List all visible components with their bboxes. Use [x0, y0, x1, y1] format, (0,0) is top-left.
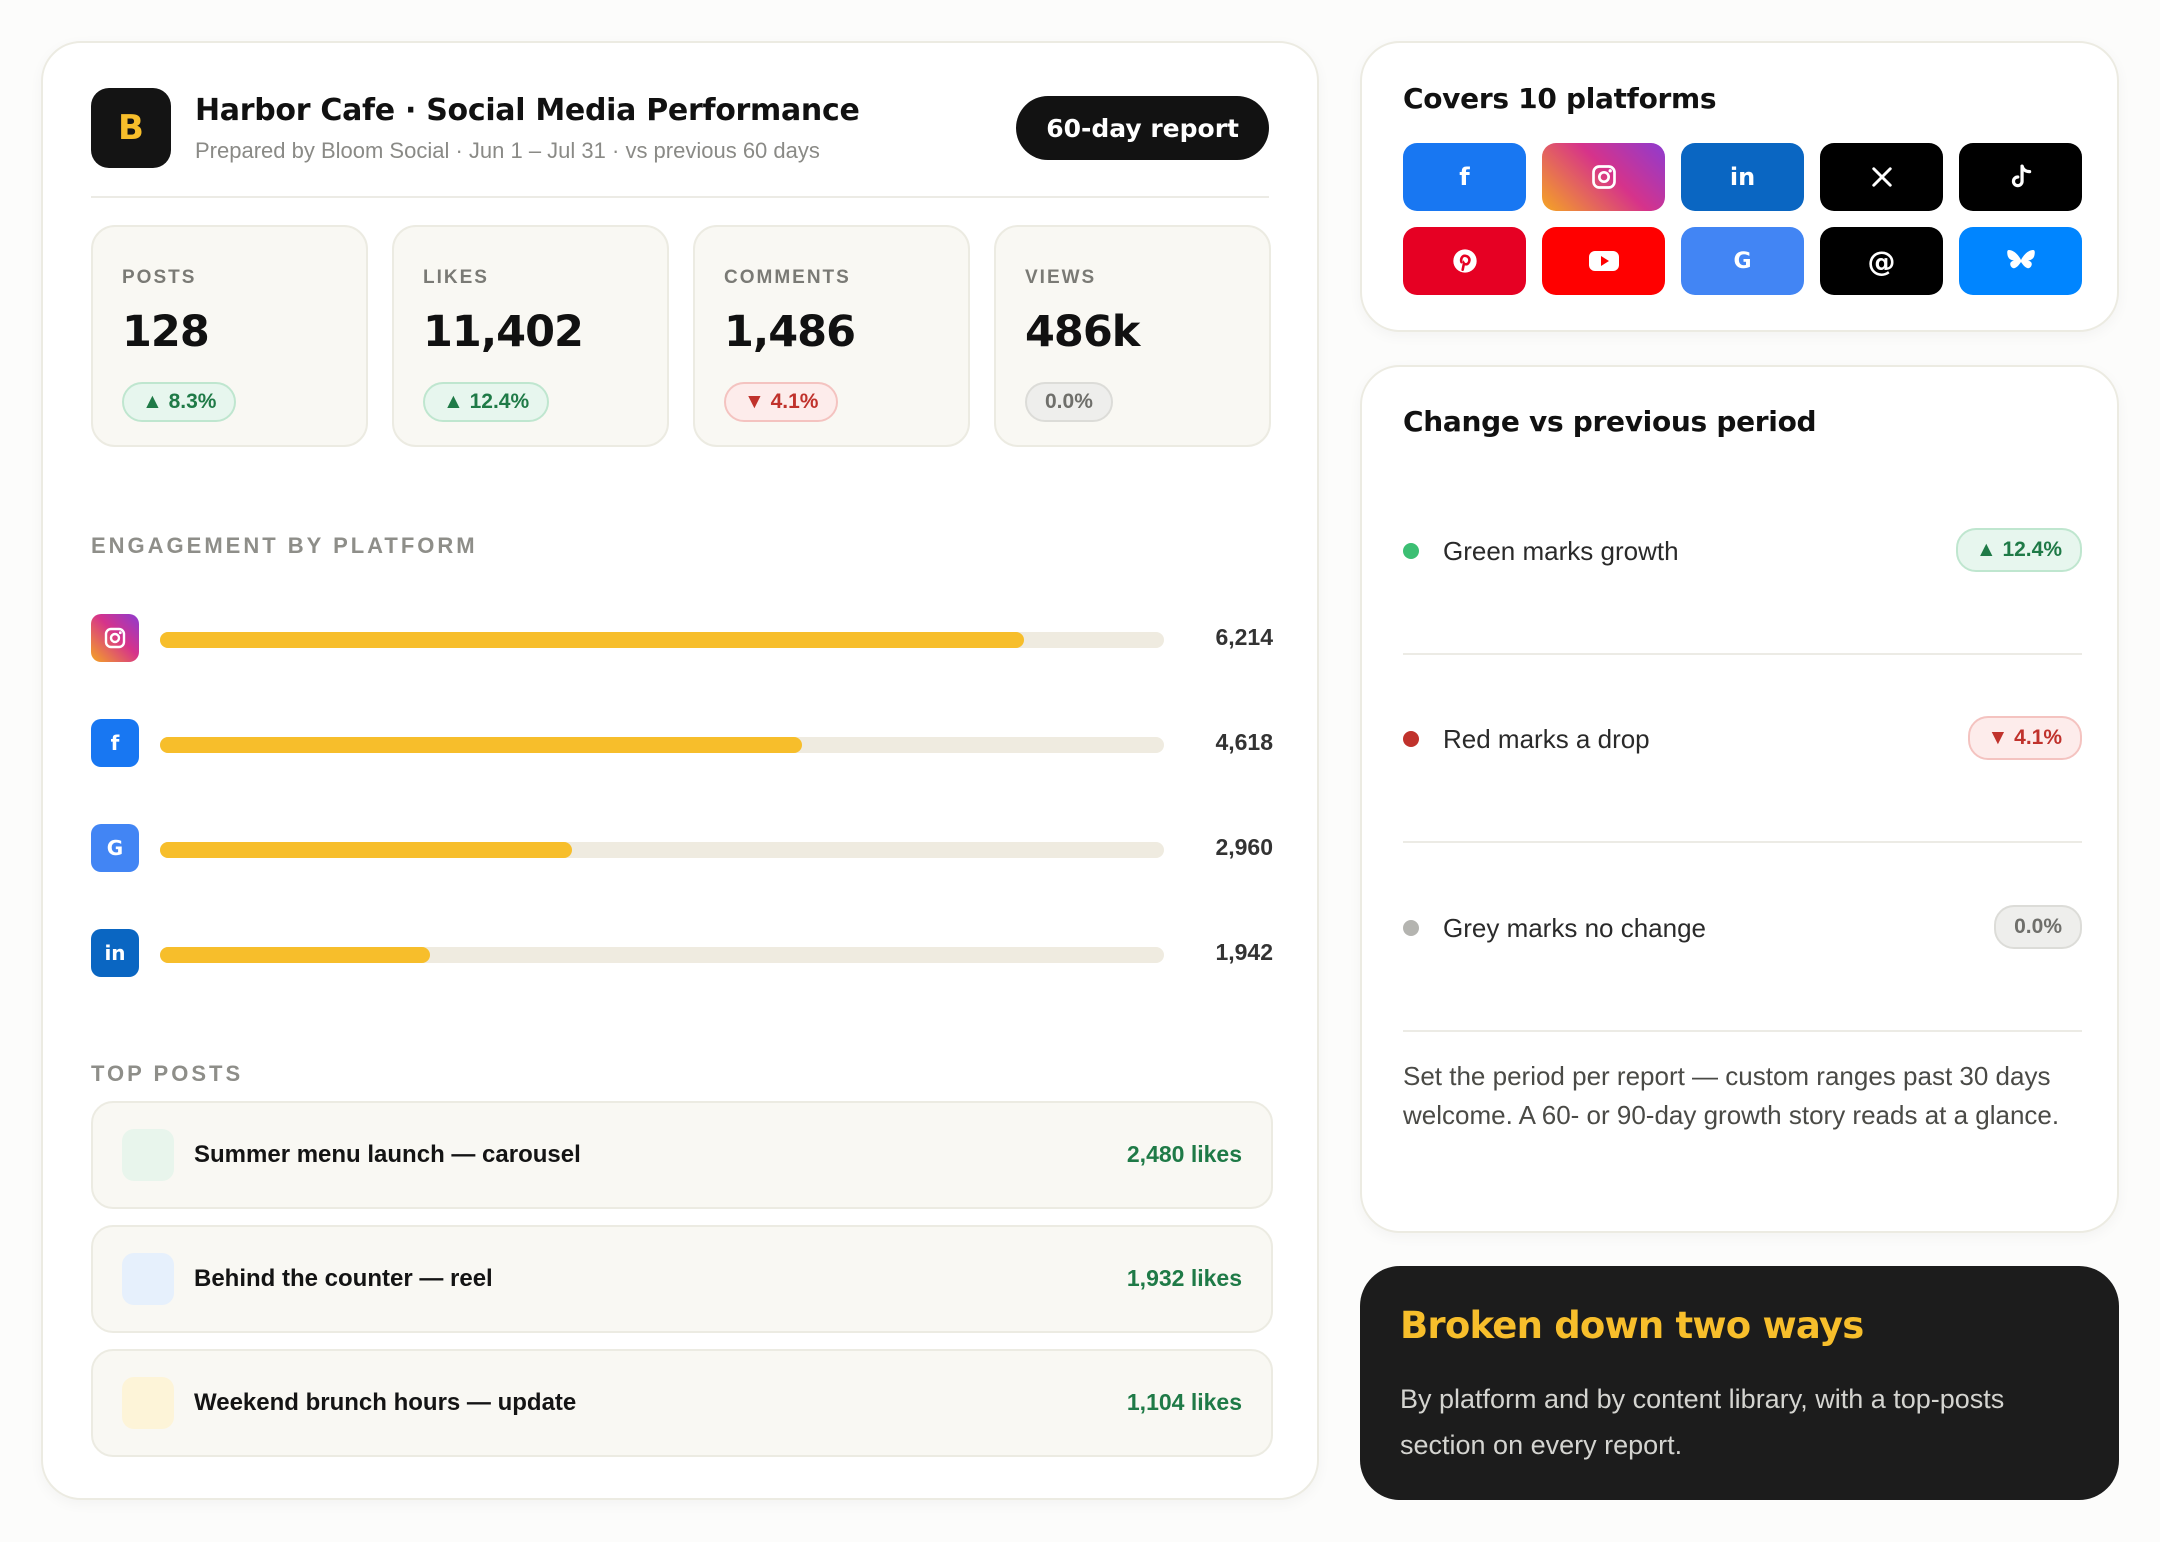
red-dot-icon [1403, 731, 1419, 747]
kpi-label: VIEWS [1025, 267, 1097, 288]
instagram-icon[interactable] [1542, 143, 1665, 211]
engagement-bar-fill [160, 632, 1025, 648]
kpi-change-badge: ▲ 12.4% [423, 382, 550, 422]
breakdown-text: By platform and by content library, with… [1400, 1384, 2005, 1460]
legend-divider [1403, 653, 2082, 655]
engagement-bar-track [160, 842, 1164, 858]
kpi-label: COMMENTS [724, 267, 851, 288]
post-thumbnail [122, 1377, 174, 1429]
engagement-row-instagram: 6,214 [91, 614, 1273, 664]
header-divider [91, 196, 1269, 198]
top-post-row[interactable]: Behind the counter — reel 1,932 likes [91, 1225, 1273, 1333]
kpi-change-badge: 0.0% [1025, 382, 1113, 422]
linkedin-icon[interactable]: in [1681, 143, 1804, 211]
report-card: B Harbor Cafe · Social Media Performance… [41, 41, 1319, 1500]
engagement-bar-fill [160, 737, 803, 753]
grey-dot-icon [1403, 920, 1419, 936]
post-title: Summer menu launch — carousel [194, 1141, 581, 1168]
legend-text: Green marks growth [1443, 536, 1679, 566]
kpi-change-badge: ▼ 4.1% [724, 382, 839, 422]
legend-text: Grey marks no change [1443, 913, 1707, 943]
legend-change-badge: ▲ 12.4% [1955, 528, 2082, 572]
engagement-row-google: G 2,960 [91, 824, 1273, 874]
engagement-bar-track [160, 632, 1164, 648]
engagement-section-label: ENGAGEMENT BY PLATFORM [91, 533, 478, 558]
x-icon[interactable] [1820, 143, 1943, 211]
brand-logo: B [91, 88, 171, 168]
report-title: Harbor Cafe · Social Media Performance [195, 93, 860, 128]
engagement-bar-fill [160, 947, 431, 963]
engagement-value: 4,618 [1215, 729, 1273, 755]
green-dot-icon [1403, 543, 1419, 559]
engagement-value: 6,214 [1215, 624, 1273, 650]
report-subtitle: Prepared by Bloom Social · Jun 1 – Jul 3… [195, 138, 820, 163]
kpi-views: VIEWS 486k 0.0% [994, 225, 1271, 447]
kpi-value: 128 [122, 307, 210, 357]
change-note: Set the period per report — custom range… [1403, 1061, 2060, 1130]
engagement-bar-track [160, 737, 1164, 753]
engagement-bar-fill [160, 842, 572, 858]
engagement-row-linkedin: in 1,942 [91, 929, 1273, 979]
kpi-value: 486k [1025, 307, 1140, 357]
change-title: Change vs previous period [1403, 405, 1817, 438]
post-title: Weekend brunch hours — update [194, 1389, 577, 1416]
legend-change-badge: ▼ 4.1% [1967, 716, 2082, 760]
engagement-row-facebook: f 4,618 [91, 719, 1273, 769]
kpi-likes: LIKES 11,402 ▲ 12.4% [392, 225, 669, 447]
post-likes: 2,480 likes [1126, 1141, 1242, 1167]
post-likes: 1,932 likes [1126, 1265, 1242, 1291]
kpi-label: LIKES [423, 267, 489, 288]
breakdown-title: Broken down two ways [1400, 1304, 1864, 1347]
google-business-icon[interactable]: G [1681, 227, 1804, 295]
legend-row-growth: Green marks growth ▲ 12.4% [1403, 520, 2082, 580]
kpi-posts: POSTS 128 ▲ 8.3% [91, 225, 368, 447]
legend-row-no-change: Grey marks no change 0.0% [1403, 897, 2082, 957]
pinterest-icon[interactable] [1403, 227, 1526, 295]
change-legend-card: Change vs previous period Green marks gr… [1360, 365, 2119, 1233]
engagement-bar-track [160, 947, 1164, 963]
platforms-card: Covers 10 platforms f in G @ [1360, 41, 2119, 332]
top-post-row[interactable]: Weekend brunch hours — update 1,104 like… [91, 1349, 1273, 1457]
kpi-value: 11,402 [423, 307, 584, 357]
engagement-value: 1,942 [1215, 939, 1273, 965]
legend-text: Red marks a drop [1443, 724, 1650, 754]
platforms-title: Covers 10 platforms [1403, 82, 1717, 115]
kpi-value: 1,486 [724, 307, 856, 357]
facebook-icon: f [91, 719, 139, 767]
top-posts-section-label: TOP POSTS [91, 1061, 244, 1086]
youtube-icon[interactable] [1542, 227, 1665, 295]
kpi-label: POSTS [122, 267, 197, 288]
engagement-value: 2,960 [1215, 834, 1273, 860]
legend-row-drop: Red marks a drop ▼ 4.1% [1403, 708, 2082, 768]
bluesky-icon[interactable] [1959, 227, 2082, 295]
kpi-change-badge: ▲ 8.3% [122, 382, 237, 422]
facebook-icon[interactable]: f [1403, 143, 1526, 211]
linkedin-icon: in [91, 929, 139, 977]
threads-icon[interactable]: @ [1820, 227, 1943, 295]
google-business-icon: G [91, 824, 139, 872]
breakdown-card: Broken down two ways By platform and by … [1360, 1266, 2119, 1500]
legend-divider [1403, 1030, 2082, 1032]
legend-change-badge: 0.0% [1994, 905, 2082, 949]
kpi-comments: COMMENTS 1,486 ▼ 4.1% [693, 225, 970, 447]
instagram-icon [91, 614, 139, 662]
post-likes: 1,104 likes [1126, 1389, 1242, 1415]
tiktok-icon[interactable] [1959, 143, 2082, 211]
legend-divider [1403, 841, 2082, 843]
post-title: Behind the counter — reel [194, 1265, 493, 1292]
top-post-row[interactable]: Summer menu launch — carousel 2,480 like… [91, 1101, 1273, 1209]
post-thumbnail [122, 1129, 174, 1181]
post-thumbnail [122, 1253, 174, 1305]
period-badge[interactable]: 60-day report [1016, 96, 1269, 160]
